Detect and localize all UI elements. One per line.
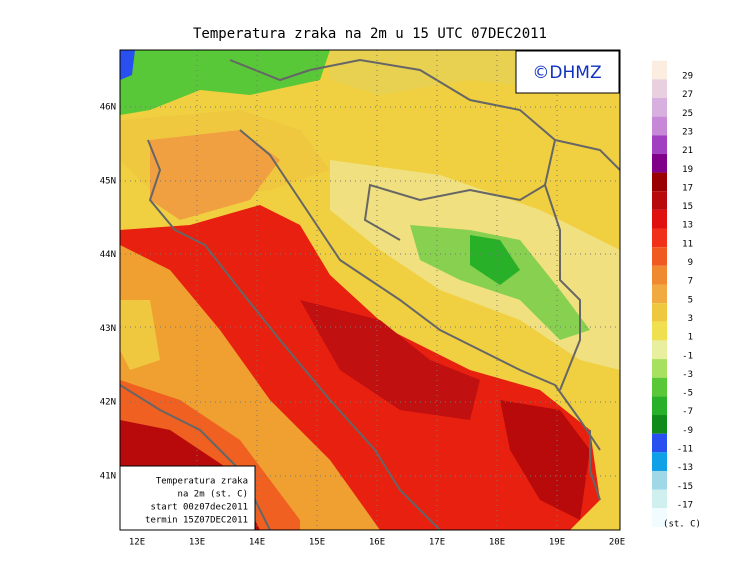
legend-label: 3 — [688, 314, 693, 324]
lon-label: 16E — [369, 538, 385, 548]
legend-swatch — [652, 377, 667, 397]
legend-label: 7 — [688, 277, 693, 287]
legend-label: 5 — [688, 295, 693, 305]
legend-swatch — [652, 135, 667, 154]
legend-swatch — [652, 191, 667, 210]
legend-label: 23 — [682, 127, 693, 137]
legend-swatch — [652, 247, 667, 266]
legend-label: -13 — [677, 463, 693, 473]
info-line: na 2m (st. C) — [178, 490, 248, 500]
legend-swatch — [652, 396, 667, 416]
legend-label: -15 — [677, 482, 693, 492]
watermark: ©DHMZ — [532, 63, 601, 83]
legend-label: 29 — [682, 72, 693, 82]
lat-label: 43N — [100, 324, 116, 334]
legend-swatch — [652, 470, 667, 490]
legend-swatch — [652, 209, 667, 229]
lat-label: 41N — [100, 472, 116, 482]
info-box — [119, 465, 256, 531]
legend-swatch — [652, 508, 667, 527]
lat-label: 42N — [100, 398, 116, 408]
legend-swatch — [652, 452, 667, 471]
lat-label: 44N — [100, 250, 116, 260]
lat-label: 46N — [100, 103, 116, 113]
lon-label: 12E — [129, 538, 145, 548]
legend-unit: (st. C) — [663, 520, 701, 530]
legend-swatch — [652, 228, 667, 248]
legend-label: -7 — [682, 407, 693, 417]
legend-label: -1 — [682, 351, 693, 361]
info-text: Temperatura zraka na 2m (st. C) start 00z0… — [145, 477, 248, 526]
lon-label: 19E — [549, 538, 565, 548]
legend-label: 17 — [682, 183, 693, 193]
legend-label: 9 — [688, 258, 693, 268]
lon-label: 15E — [309, 538, 325, 548]
info-line: Temperatura zraka — [156, 477, 248, 487]
info-line: start 00z07dec2011 — [150, 503, 248, 513]
lon-label: 14E — [249, 538, 265, 548]
legend-label: -5 — [682, 389, 693, 399]
lon-label: 20E — [609, 538, 625, 548]
map-title: Temperatura zraka na 2m u 15 UTC 07DEC20… — [193, 26, 547, 42]
legend-swatch — [652, 284, 667, 304]
legend-label: -11 — [677, 445, 693, 455]
legend-swatch — [652, 340, 667, 360]
axis-labels: 12E 13E 14E 15E 16E 17E 18E 19E 20E 46N 45N 44N 43N 4… — [100, 103, 625, 548]
lat-label: 45N — [100, 176, 116, 186]
legend-swatch — [652, 97, 667, 117]
legend-label: 27 — [682, 90, 693, 100]
color-legend: 29 27 25 23 21 19 17 15 13 11 9 7 5 3 1 -1 -3 -5 -7 -9 -11 -1… — [652, 60, 701, 530]
legend-label: 1 — [688, 333, 693, 343]
legend-label: 21 — [682, 146, 693, 156]
graticule — [120, 50, 620, 530]
legend-swatch — [652, 489, 667, 509]
legend-swatch — [652, 172, 667, 192]
legend-label: 15 — [682, 202, 693, 212]
legend-swatch — [652, 116, 667, 136]
lon-label: 18E — [489, 538, 505, 548]
legend-swatch — [652, 265, 667, 285]
legend-swatch — [652, 303, 667, 322]
lon-label: 17E — [429, 538, 445, 548]
legend-swatch — [652, 321, 667, 341]
legend-swatch — [652, 79, 667, 98]
legend-swatch — [652, 153, 667, 173]
legend-label: 25 — [682, 109, 693, 119]
legend-swatch — [652, 415, 667, 434]
legend-label: -9 — [682, 426, 693, 436]
temperature-field — [120, 50, 620, 530]
legend-swatch — [652, 359, 667, 378]
info-line: termin 15Z07DEC2011 — [145, 516, 248, 526]
legend-swatch — [652, 433, 667, 453]
map-frame — [119, 49, 621, 531]
watermark-box — [515, 50, 620, 94]
legend-label: -3 — [682, 370, 693, 380]
legend-label: 13 — [682, 221, 693, 231]
legend-label: 11 — [682, 239, 693, 249]
legend-swatch — [652, 60, 667, 80]
legend-label: -17 — [677, 500, 693, 510]
legend-label: 19 — [682, 165, 693, 175]
lon-label: 13E — [189, 538, 205, 548]
